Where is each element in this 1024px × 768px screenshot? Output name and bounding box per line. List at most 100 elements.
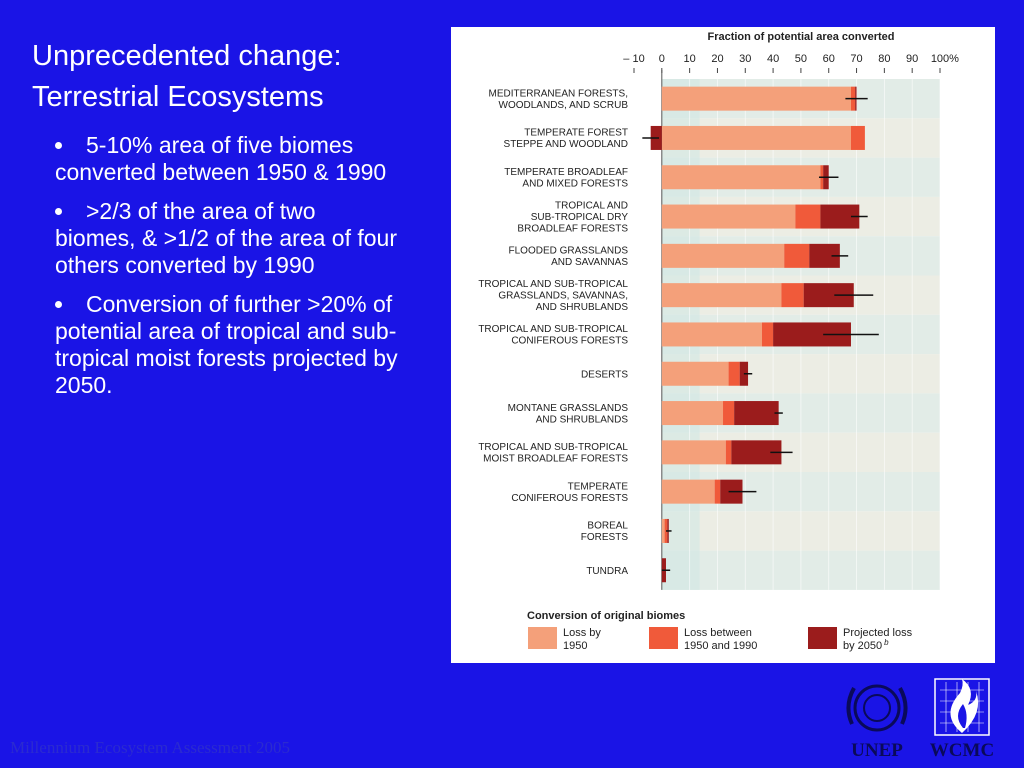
category-line: TUNDRA xyxy=(586,566,628,577)
bar-segment xyxy=(661,479,715,504)
category-line: TEMPERATE xyxy=(568,481,629,492)
category-label: TROPICAL AND SUB-TROPICAL CONIFEROUS FORE… xyxy=(478,324,628,347)
legend-label: Loss by 1950 xyxy=(563,627,601,652)
x-tick-label: 90 xyxy=(906,53,918,65)
category-line: BROADLEAF FORESTS xyxy=(517,224,628,235)
bar-segment xyxy=(784,243,810,268)
category-label: MEDITERRANEAN FORESTS, WOODLANDS, AND SCR… xyxy=(489,88,629,111)
bar-segment xyxy=(661,518,665,543)
x-tick-label: 50 xyxy=(795,53,807,65)
bullet-list: 5-10% area of five biomes converted betw… xyxy=(55,132,400,411)
category-line: MEDITERRANEAN FORESTS, xyxy=(489,88,628,99)
category-line: SUB-TROPICAL DRY xyxy=(531,212,629,223)
x-tick-label: 10 xyxy=(684,53,696,65)
x-unit: % xyxy=(949,53,959,65)
x-tick-label: 30 xyxy=(739,53,751,65)
bullet: 5-10% area of five biomes converted betw… xyxy=(55,132,400,186)
category-label: TEMPERATE BROADLEAF AND MIXED FORESTS xyxy=(504,167,628,190)
category-line: TROPICAL AND xyxy=(555,201,628,212)
bar-segment xyxy=(714,479,721,504)
slide-title: Unprecedented change: Terrestrial Ecosyst… xyxy=(32,36,342,118)
legend-swatch xyxy=(528,627,557,649)
category-line: TEMPERATE BROADLEAF xyxy=(504,167,628,178)
legend-line: Loss between xyxy=(684,627,752,639)
category-line: AND SHRUBLANDS xyxy=(536,302,629,313)
x-tick-label: 0 xyxy=(659,53,665,65)
x-tick-label: 70 xyxy=(850,53,862,65)
category-label: TROPICAL AND SUB-TROPICAL MOIST BROADLEAF… xyxy=(478,442,628,465)
category-line: AND SAVANNAS xyxy=(551,257,628,268)
category-line: DESERTS xyxy=(581,369,628,380)
bullet: Conversion of further >20% of potential … xyxy=(55,291,400,399)
x-axis-title: Fraction of potential area converted xyxy=(707,31,894,43)
bar-segment xyxy=(661,86,851,111)
bar-segment xyxy=(664,518,668,543)
category-label: BOREAL FORESTS xyxy=(581,521,629,544)
legend-line: Projected loss xyxy=(843,627,913,639)
category-line: FORESTS xyxy=(581,532,629,543)
bar-segment xyxy=(661,361,729,386)
bar-segment xyxy=(728,361,740,386)
bar-segment xyxy=(661,125,851,150)
category-line: AND SHRUBLANDS xyxy=(536,414,629,425)
category-line: MOIST BROADLEAF FORESTS xyxy=(483,454,628,465)
legend-title: Conversion of original biomes xyxy=(527,610,685,622)
x-tick-label: 20 xyxy=(711,53,723,65)
category-line: CONIFEROUS FORESTS xyxy=(511,493,628,504)
category-label: DESERTS xyxy=(581,369,628,380)
category-label: MONTANE GRASSLANDS AND SHRUBLANDS xyxy=(508,403,629,426)
legend-line: 1950 xyxy=(563,640,587,652)
logo-label: WCMC xyxy=(930,740,994,761)
category-line: TEMPERATE FOREST xyxy=(524,128,628,139)
bar-segment xyxy=(734,401,779,426)
category-line: TROPICAL AND SUB-TROPICAL xyxy=(478,324,628,335)
category-line: MONTANE GRASSLANDS xyxy=(508,403,629,414)
legend-line: by 2050 xyxy=(843,640,882,652)
category-label: TUNDRA xyxy=(586,566,628,577)
bar-segment xyxy=(795,204,821,229)
category-line: FLOODED GRASSLANDS xyxy=(509,246,629,257)
category-line: GRASSLANDS, SAVANNAS, xyxy=(498,291,628,302)
category-label: TROPICAL AND SUB-TROPICAL GRASSLANDS, SAV… xyxy=(478,279,628,313)
wcmc-logo xyxy=(934,678,990,736)
bullet: >2/3 of the area of two biomes, & >1/2 o… xyxy=(55,198,400,279)
bar-segment xyxy=(661,204,796,229)
bar-segment xyxy=(661,440,726,465)
title-line: Terrestrial Ecosystems xyxy=(32,81,324,113)
category-label: TROPICAL AND SUB-TROPICAL DRY BROADLEAF FO… xyxy=(517,201,628,235)
bar-segment xyxy=(725,440,732,465)
unep-logo xyxy=(846,684,908,732)
bar-segment xyxy=(761,322,774,347)
x-tick-label: 80 xyxy=(878,53,890,65)
category-line: STEPPE AND WOODLAND xyxy=(504,139,628,150)
bar-segment xyxy=(661,165,821,190)
bar-segment xyxy=(723,401,735,426)
category-line: TROPICAL AND SUB-TROPICAL xyxy=(478,442,628,453)
category-line: BOREAL xyxy=(587,521,628,532)
category-label: TEMPERATE CONIFEROUS FORESTS xyxy=(511,481,628,504)
category-line: AND MIXED FORESTS xyxy=(522,179,628,190)
bar-segment xyxy=(661,283,782,308)
legend-line: 1950 and 1990 xyxy=(684,640,757,652)
legend-note: b xyxy=(884,638,889,647)
x-tick-label: – 10 xyxy=(623,53,644,65)
category-line: WOODLANDS, AND SCRUB xyxy=(499,100,629,111)
title-line: Unprecedented change: xyxy=(32,40,342,72)
bar-segment xyxy=(661,243,785,268)
x-tick-label: 60 xyxy=(823,53,835,65)
bar-segment xyxy=(781,283,804,308)
category-label: TEMPERATE FOREST STEPPE AND WOODLAND xyxy=(504,128,628,151)
legend-label: Projected loss by 2050 b xyxy=(843,627,913,652)
legend-swatch xyxy=(808,627,837,649)
legend-label: Loss between 1950 and 1990 xyxy=(684,627,757,652)
footer: Millennium Ecosystem Assessment 2005 xyxy=(10,738,291,757)
logo-label: UNEP xyxy=(851,740,903,761)
bar-segment xyxy=(850,125,865,150)
category-line: CONIFEROUS FORESTS xyxy=(511,336,628,347)
x-tick-label: 100 xyxy=(931,53,949,65)
legend-swatch xyxy=(649,627,678,649)
bar-segment xyxy=(661,322,762,347)
x-tick-label: 40 xyxy=(767,53,779,65)
